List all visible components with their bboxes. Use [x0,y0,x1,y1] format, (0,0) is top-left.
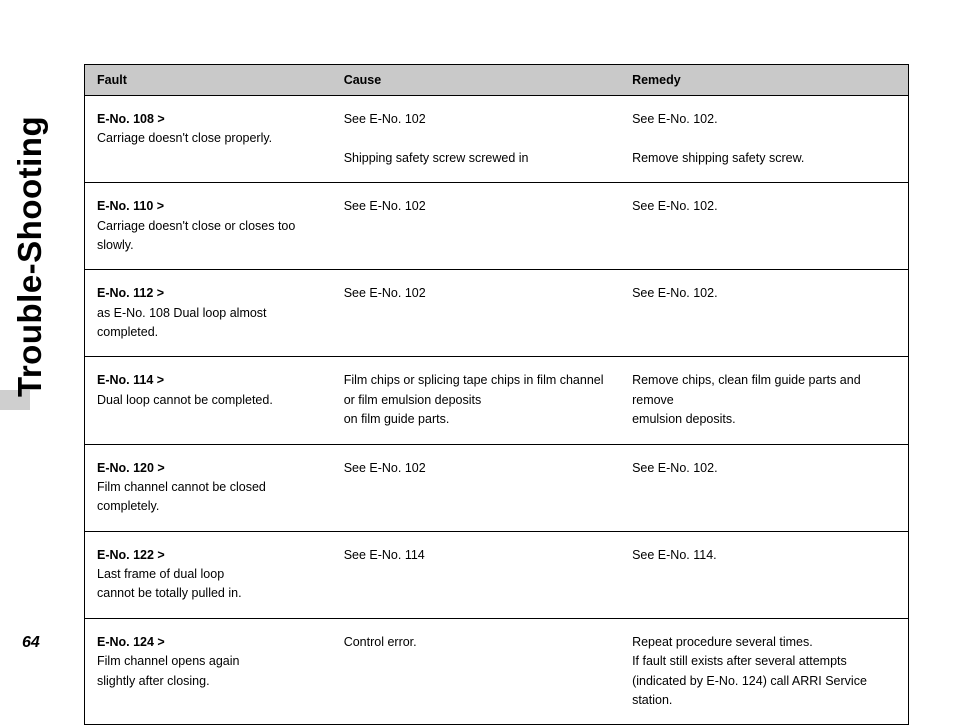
cell-fault: E-No. 124 >Film channel opens againsligh… [85,618,332,725]
page-number: 64 [22,634,40,652]
fault-description: Dual loop cannot be completed. [97,391,320,410]
cell-cause: See E-No. 102 [332,444,620,531]
fault-description: Last frame of dual loopcannot be totally… [97,565,320,604]
fault-code: E-No. 120 > [97,459,320,478]
table-row: E-No. 124 >Film channel opens againsligh… [85,618,909,725]
table-row: E-No. 120 >Film channel cannot be closed… [85,444,909,531]
cell-cause: See E-No. 102 [332,183,620,270]
table-row: E-No. 114 >Dual loop cannot be completed… [85,357,909,444]
cell-remedy: Repeat procedure several times.If fault … [620,618,908,725]
fault-description: as E-No. 108 Dual loop almost completed. [97,304,320,343]
header-remedy: Remedy [620,65,908,96]
header-fault: Fault [85,65,332,96]
table-row: E-No. 122 >Last frame of dual loopcannot… [85,531,909,618]
fault-code: E-No. 124 > [97,633,320,652]
cell-fault: E-No. 110 >Carriage doesn't close or clo… [85,183,332,270]
cell-cause: See E-No. 114 [332,531,620,618]
fault-description: Film channel opens againslightly after c… [97,652,320,691]
cell-remedy: See E-No. 102. [620,183,908,270]
cell-cause: See E-No. 102Shipping safety screw screw… [332,96,620,183]
cell-cause: See E-No. 102 [332,270,620,357]
cell-fault: E-No. 108 >Carriage doesn't close proper… [85,96,332,183]
table-header-row: Fault Cause Remedy [85,65,909,96]
cell-remedy: See E-No. 102.Remove shipping safety scr… [620,96,908,183]
cell-fault: E-No. 112 >as E-No. 108 Dual loop almost… [85,270,332,357]
fault-description: Carriage doesn't close or closes too slo… [97,217,320,256]
cell-remedy: See E-No. 102. [620,444,908,531]
cell-cause: Control error. [332,618,620,725]
cell-remedy: Remove chips, clean film guide parts and… [620,357,908,444]
cell-fault: E-No. 120 >Film channel cannot be closed… [85,444,332,531]
troubleshooting-table: Fault Cause Remedy E-No. 108 >Carriage d… [84,64,909,725]
table-body: E-No. 108 >Carriage doesn't close proper… [85,96,909,725]
fault-code: E-No. 110 > [97,197,320,216]
table-row: E-No. 110 >Carriage doesn't close or clo… [85,183,909,270]
fault-description: Film channel cannot be closed completely… [97,478,320,517]
fault-code: E-No. 122 > [97,546,320,565]
fault-code: E-No. 108 > [97,110,320,129]
cell-cause: Film chips or splicing tape chips in fil… [332,357,620,444]
cell-fault: E-No. 114 >Dual loop cannot be completed… [85,357,332,444]
fault-description: Carriage doesn't close properly. [97,129,320,148]
header-cause: Cause [332,65,620,96]
cell-remedy: See E-No. 114. [620,531,908,618]
page: Trouble-Shooting Fault Cause Remedy E-No… [0,0,954,674]
content-area: Fault Cause Remedy E-No. 108 >Carriage d… [84,64,909,725]
cell-fault: E-No. 122 >Last frame of dual loopcannot… [85,531,332,618]
table-row: E-No. 108 >Carriage doesn't close proper… [85,96,909,183]
table-row: E-No. 112 >as E-No. 108 Dual loop almost… [85,270,909,357]
fault-code: E-No. 114 > [97,371,320,390]
cell-remedy: See E-No. 102. [620,270,908,357]
section-title-vertical: Trouble-Shooting [11,17,49,397]
fault-code: E-No. 112 > [97,284,320,303]
